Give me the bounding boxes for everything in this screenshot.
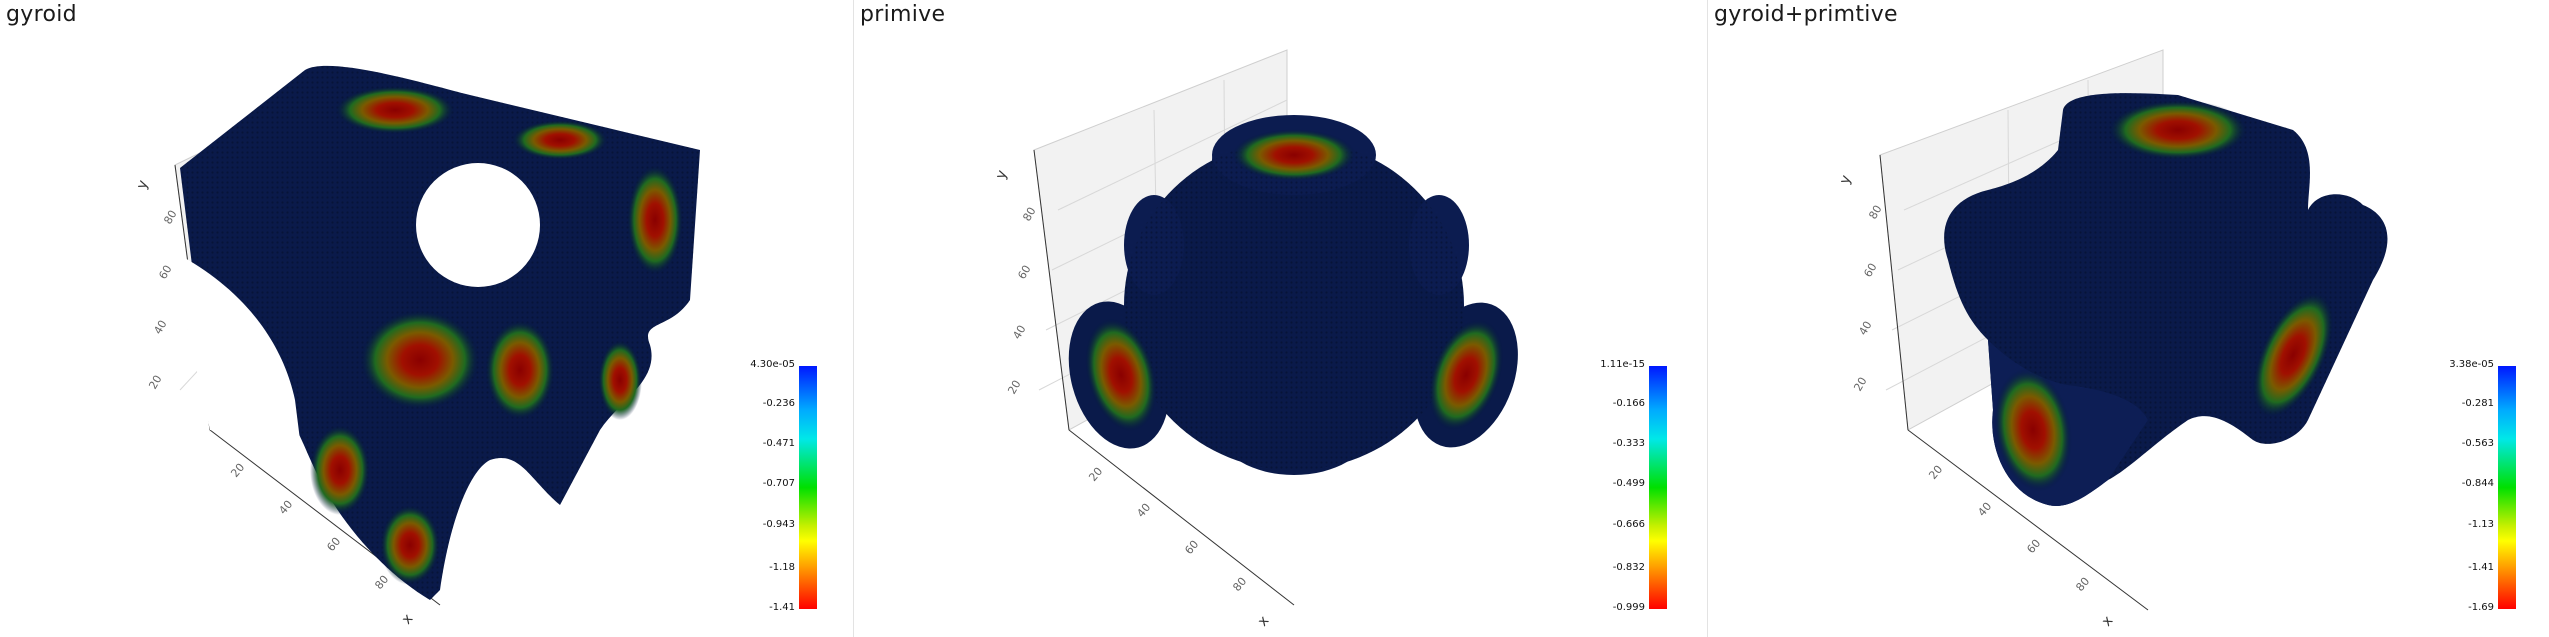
- colorbar-label: -1.18: [769, 562, 795, 573]
- x-tick-label: 60: [2024, 537, 2043, 556]
- 3d-scene[interactable]: 20 40 60 80 y 20 40 60 80 x: [1708, 0, 2549, 637]
- panel-title: gyroid+primtive: [1714, 2, 1898, 27]
- colorbar-label: 1.11e-15: [1600, 359, 1645, 370]
- panel-title: gyroid: [6, 2, 77, 27]
- x-axis-label: x: [1255, 613, 1273, 630]
- colorbar-label: -0.281: [2461, 398, 2494, 409]
- colorbar-label: -1.69: [2468, 602, 2494, 613]
- colorbar-label: -0.499: [1612, 478, 1645, 489]
- y-tick-label: 20: [1005, 378, 1023, 397]
- y-tick-label: 80: [161, 208, 179, 227]
- y-tick-label: 40: [151, 318, 169, 337]
- panel-divider: [1707, 0, 1708, 637]
- colorbar-label: -1.13: [2468, 519, 2494, 530]
- colorbar-label: -0.471: [762, 438, 795, 449]
- plot-panel-gyroid: gyroid 20 40 60 80 y 20 40: [0, 0, 853, 637]
- colorbar-label: -0.999: [1612, 602, 1645, 613]
- x-tick-label: 40: [1975, 500, 1994, 519]
- x-tick-label: 40: [276, 498, 295, 517]
- x-axis-line: [1907, 429, 2149, 611]
- y-tick-label: 80: [1020, 205, 1038, 224]
- y-tick-label: 60: [1015, 263, 1033, 282]
- y-tick-label: 60: [156, 263, 174, 282]
- colorbar: [2498, 366, 2516, 609]
- colorbar-label: -0.943: [762, 519, 795, 530]
- surface-hole: [416, 163, 540, 287]
- colorbar-label: -0.563: [2461, 438, 2494, 449]
- colorbar: [1649, 366, 1667, 609]
- x-tick-label: 60: [324, 535, 343, 554]
- colorbar-label: -0.666: [1612, 519, 1645, 530]
- y-tick-label: 60: [1861, 261, 1879, 280]
- x-tick-label: 80: [2073, 575, 2092, 594]
- colorbar-label: -1.41: [2468, 562, 2494, 573]
- 3d-scene[interactable]: 20 40 60 80 y 20 40 60 80 x: [854, 0, 1707, 637]
- x-tick-label: 60: [1182, 538, 1201, 557]
- colorbar-label: -0.236: [762, 398, 795, 409]
- plot-panel-primive: primive 20 40 60 80 y 20 40 60: [854, 0, 1707, 637]
- y-tick-label: 20: [1851, 375, 1869, 394]
- colorbar-label: 3.38e-05: [2449, 359, 2494, 370]
- x-tick-label: 20: [1086, 465, 1105, 484]
- y-axis-label: y: [134, 178, 152, 191]
- colorbar-label: -0.832: [1612, 562, 1645, 573]
- y-tick-label: 40: [1010, 323, 1028, 342]
- plot-panel-gyroid-primtive: gyroid+primtive 20 40 60 80 y 20 40 60 8…: [1708, 0, 2549, 637]
- colorbar-label: -0.333: [1612, 438, 1645, 449]
- colorbar-label: -1.41: [769, 602, 795, 613]
- y-axis-label: y: [1837, 173, 1855, 186]
- y-axis-label: y: [993, 168, 1011, 181]
- panel-title: primive: [860, 2, 946, 27]
- x-tick-label: 40: [1134, 501, 1153, 520]
- colorbar: [799, 366, 817, 609]
- panel-divider: [853, 0, 854, 637]
- x-axis-label: x: [2099, 613, 2117, 630]
- x-axis-line: [1068, 429, 1295, 606]
- x-tick-label: 20: [1926, 463, 1945, 482]
- x-tick-label: 20: [228, 461, 247, 480]
- y-axis-line: [1879, 154, 1909, 431]
- colorbar-label: 4.30e-05: [750, 359, 795, 370]
- y-tick-label: 40: [1856, 319, 1874, 338]
- colorbar-label: -0.844: [2461, 478, 2494, 489]
- y-tick-label: 80: [1866, 203, 1884, 222]
- x-tick-label: 80: [1230, 575, 1249, 594]
- colorbar-label: -0.707: [762, 478, 795, 489]
- y-axis-line: [1033, 149, 1070, 431]
- colorbar-label: -0.166: [1612, 398, 1645, 409]
- y-tick-label: 20: [146, 373, 164, 392]
- x-tick-label: 80: [372, 573, 391, 592]
- x-axis-label: x: [399, 611, 417, 628]
- 3d-scene[interactable]: 20 40 60 80 y 20 40 60 80 x: [0, 0, 853, 637]
